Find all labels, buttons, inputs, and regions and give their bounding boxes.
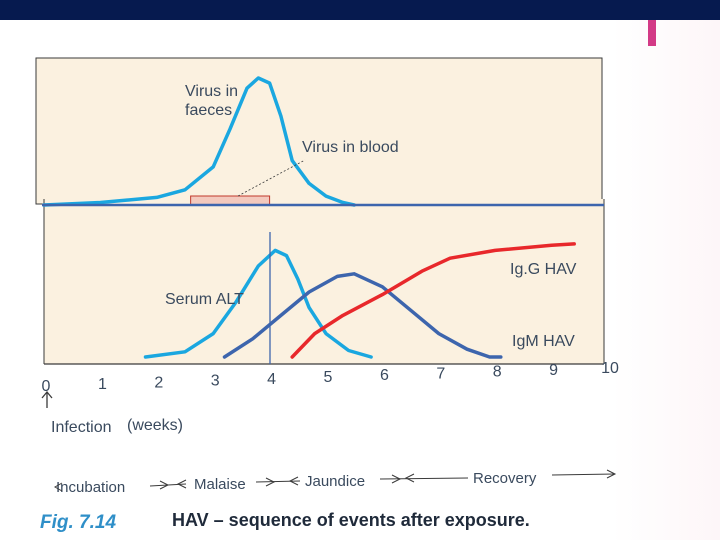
label-virus-in-faeces-line2: faeces bbox=[185, 102, 232, 119]
phase-recovery: Recovery bbox=[473, 470, 537, 487]
x-tick-label: 4 bbox=[267, 371, 276, 388]
series-line-igm-hav bbox=[222, 272, 503, 359]
label-weeks: (weeks) bbox=[127, 417, 183, 434]
series-line-ig-g-hav bbox=[290, 242, 576, 359]
x-tick-label: 8 bbox=[493, 364, 502, 381]
bottom-panel bbox=[44, 199, 604, 364]
phase-incubation: Incubation bbox=[56, 479, 125, 496]
jaundice-join-arrow-right bbox=[265, 477, 276, 487]
label-serum-alt: Serum ALT bbox=[165, 291, 244, 308]
label-igg-hav: Ig.G HAV bbox=[510, 261, 577, 278]
virus-in-blood-leader-line bbox=[237, 159, 306, 197]
recovery-arrow-line bbox=[551, 473, 616, 476]
phase-arrows bbox=[53, 469, 617, 492]
phase-malaise: Malaise bbox=[194, 476, 246, 493]
x-tick-label: 5 bbox=[324, 369, 333, 386]
malaise-jaundice-connector bbox=[255, 480, 301, 483]
x-tick-label: 7 bbox=[436, 365, 445, 382]
label-virus-in-faeces-line1: Virus in bbox=[185, 83, 238, 100]
incubation-left-arrow bbox=[53, 482, 63, 492]
recovery-join-arrow-right bbox=[391, 474, 402, 484]
top-banner bbox=[0, 0, 720, 20]
x-tick-label: 1 bbox=[98, 376, 107, 393]
accent-bar bbox=[648, 20, 656, 46]
top-panel bbox=[35, 57, 603, 205]
label-infection: Infection bbox=[51, 419, 111, 436]
series-line-serum-alt bbox=[143, 248, 373, 359]
label-virus-in-blood: Virus in blood bbox=[302, 139, 399, 156]
x-tick-label: 6 bbox=[380, 367, 389, 384]
label-igm-hav: IgM HAV bbox=[512, 333, 575, 350]
malaise-join-arrow-right bbox=[159, 480, 170, 490]
x-tick-label: 0 bbox=[42, 378, 51, 395]
malaise-join-arrow-left bbox=[176, 479, 187, 489]
x-tick-label: 3 bbox=[211, 373, 220, 390]
jaundice-join-arrow-left bbox=[288, 476, 299, 486]
virus-in-blood-bar bbox=[190, 195, 271, 206]
infection-arrow-head bbox=[41, 390, 53, 399]
phase-jaundice: Jaundice bbox=[305, 473, 365, 490]
recovery-arrow-head bbox=[606, 469, 617, 479]
right-background-band bbox=[612, 20, 720, 540]
recovery-join-arrow-left bbox=[404, 473, 415, 483]
figure-title: HAV – sequence of events after exposure. bbox=[172, 510, 530, 530]
figure-label: Fig. 7.14 bbox=[40, 512, 116, 533]
x-tick-label: 10 bbox=[601, 360, 619, 377]
x-tick-label: 2 bbox=[154, 374, 163, 391]
x-tick-label: 9 bbox=[549, 362, 558, 379]
series-line-virus-in-faeces bbox=[42, 76, 356, 207]
jaundice-recovery-connector bbox=[379, 477, 469, 480]
